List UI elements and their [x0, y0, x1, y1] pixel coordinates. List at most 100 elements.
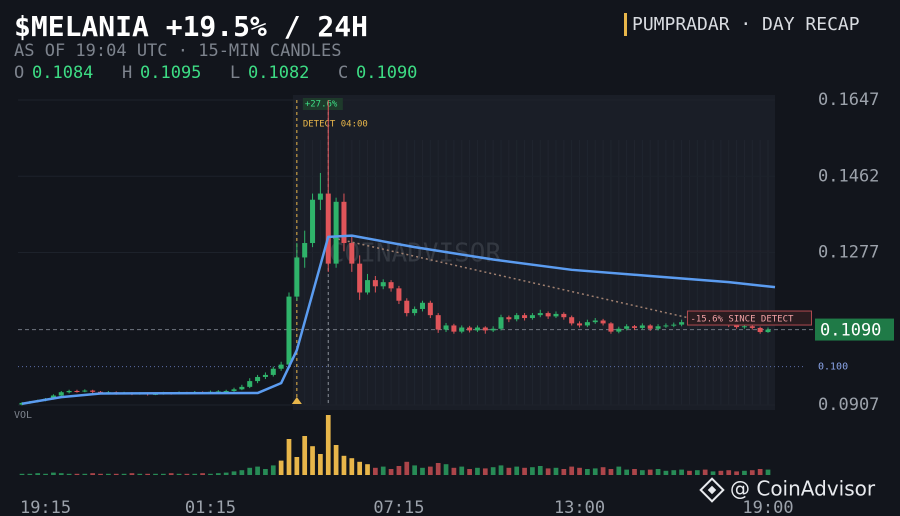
plot-layer: O 0.1084 H 0.1095 L 0.1082 C 0.1090 0.0907 0.1277… — [14, 63, 894, 516]
candle-body — [310, 199, 316, 244]
candle-body — [474, 327, 480, 331]
volume-bar — [702, 469, 708, 475]
candle-body — [592, 320, 598, 323]
candle-body — [514, 315, 520, 320]
volume-bar — [396, 466, 402, 475]
volume-bar — [129, 473, 135, 475]
volume-bar — [333, 445, 339, 475]
volume-bar — [82, 473, 88, 475]
candle-body — [600, 320, 606, 324]
candle-body — [639, 325, 645, 328]
candle-body — [317, 193, 323, 200]
detect-marker — [291, 397, 302, 404]
volume-bar — [239, 470, 245, 475]
ohlc-letter: C — [338, 63, 348, 83]
since-detect-label: -15.6% SINCE DETECT — [690, 315, 794, 325]
gain-label: +27.6% — [305, 100, 338, 110]
volume-bar — [616, 466, 622, 475]
volume-bar — [51, 472, 56, 475]
volume-bar — [655, 469, 661, 475]
last-price-label: 0.1090 — [820, 321, 881, 341]
volume-bar — [318, 454, 323, 475]
volume-bar — [585, 469, 590, 475]
volume-bar — [749, 470, 755, 475]
candle-body — [380, 282, 386, 287]
brand-bar — [624, 13, 627, 36]
volume-bar — [765, 469, 771, 475]
volume-bar — [663, 470, 669, 475]
candle-body — [270, 368, 276, 375]
candle-body — [302, 243, 308, 258]
candle-body — [624, 326, 630, 329]
ohlc-value: 0.1095 — [140, 63, 201, 83]
brand: PUMPRADAR · DAY RECAP — [632, 14, 860, 35]
volume-bar — [223, 472, 229, 475]
last-price-box — [815, 318, 894, 341]
volume-bar — [608, 469, 614, 475]
watermark: COINADVISOR — [329, 239, 502, 269]
candle-body — [255, 376, 261, 382]
volume-bar — [43, 473, 48, 475]
volume-bar — [19, 473, 25, 475]
candle-body — [757, 327, 763, 333]
x-tick-label: 19:00 — [742, 498, 793, 516]
candle-body — [734, 325, 740, 328]
volume-bar — [349, 458, 355, 475]
volume-bar — [475, 467, 480, 475]
volume-bar — [286, 439, 292, 475]
volume-bar — [530, 467, 535, 475]
volume-bar — [365, 464, 370, 475]
candle-body — [223, 390, 229, 392]
volume-bar — [263, 469, 268, 475]
candle-body — [396, 288, 402, 301]
ohlc-value: 0.1084 — [32, 63, 93, 83]
volume-bar — [247, 467, 253, 475]
candle-body — [286, 296, 292, 365]
candle-body — [498, 317, 504, 329]
candle-body — [529, 315, 535, 319]
candle-body — [577, 323, 583, 326]
candle-body — [74, 390, 80, 392]
volume-bar — [184, 473, 190, 475]
candle-body — [365, 280, 371, 293]
volume-bar — [734, 471, 739, 475]
y-tick-label: 0.1277 — [818, 243, 879, 263]
volume-bar — [522, 467, 527, 475]
candle-body — [239, 386, 245, 390]
candle-body — [451, 325, 457, 332]
candle-body — [427, 302, 433, 316]
candle-body — [482, 327, 488, 331]
candle-body — [663, 325, 669, 327]
candle-body — [545, 313, 551, 317]
volume-bar — [145, 473, 150, 475]
volume-bar — [467, 469, 472, 475]
candle-body — [490, 328, 496, 331]
volume-bar — [74, 473, 80, 475]
candle-body — [50, 395, 56, 399]
volume-bar — [459, 466, 465, 475]
volume-bar — [192, 473, 198, 475]
candle-body — [357, 263, 363, 293]
volume-bar — [451, 467, 457, 475]
x-tick-label: 19:15 — [20, 498, 71, 516]
volume-bar — [710, 471, 716, 475]
volume-bar — [687, 470, 692, 475]
y-tick-label: 0.1462 — [818, 166, 879, 186]
ma-line — [21, 234, 776, 405]
volume-bar — [35, 473, 41, 475]
volume-bar — [113, 473, 119, 475]
volume-bar — [153, 473, 158, 475]
candle-body — [671, 324, 677, 326]
candle-body — [404, 300, 410, 314]
volume-bar — [757, 469, 763, 475]
candle-body — [443, 325, 449, 330]
candle-body — [749, 326, 755, 328]
candle-body — [435, 315, 441, 330]
subtitle: AS OF 19:04 UTC · 15-MIN CANDLES — [14, 41, 342, 61]
y-tick-label: 0.0907 — [818, 395, 879, 415]
volume-bar — [427, 466, 433, 475]
ohlc-letter: H — [122, 63, 132, 83]
candle-body — [325, 193, 331, 264]
candle-body — [537, 313, 543, 316]
